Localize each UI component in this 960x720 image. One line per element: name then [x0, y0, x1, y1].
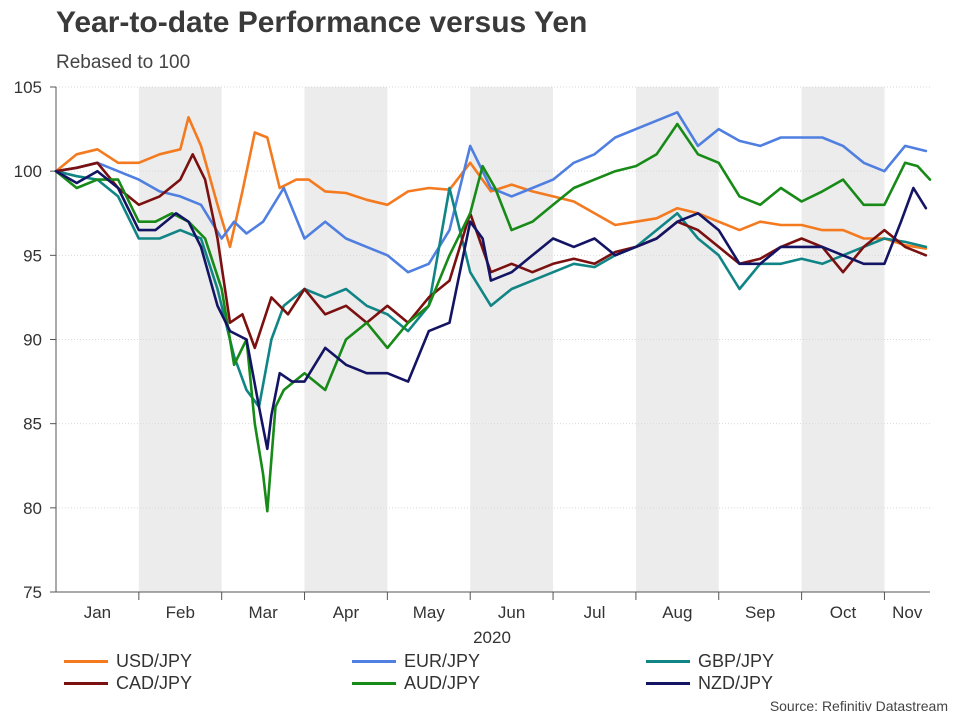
legend-label: NZD/JPY [698, 672, 774, 693]
series-lines [54, 111, 932, 513]
x-axis-label: 2020 [473, 628, 511, 647]
series-line-aud-jpy [54, 122, 932, 513]
legend-swatch [352, 681, 396, 685]
legend-item-cad-jpy: CAD/JPY [64, 672, 192, 694]
y-tick-label: 85 [23, 415, 42, 434]
legend-label: USD/JPY [116, 650, 193, 671]
x-tick-label: May [413, 603, 446, 622]
y-tick-label: 100 [14, 162, 42, 181]
y-tick-label: 75 [23, 583, 42, 602]
legend-item-nzd-jpy: NZD/JPY [646, 672, 773, 694]
legend-swatch [64, 659, 108, 663]
legend-swatch [646, 681, 690, 685]
x-tick-label: Jul [584, 603, 606, 622]
x-tick-label: Apr [333, 603, 360, 622]
legend-label: GBP/JPY [698, 650, 775, 671]
legend-item-eur-jpy: EUR/JPY [352, 650, 480, 672]
y-tick-label: 80 [23, 499, 42, 518]
x-tick-label: Jan [84, 603, 111, 622]
legend-label: EUR/JPY [404, 650, 481, 671]
legend-item-gbp-jpy: GBP/JPY [646, 650, 774, 672]
legend-swatch [646, 659, 690, 663]
source-note: Source: Refinitiv Datastream [769, 698, 948, 714]
x-tick-label: Sep [745, 603, 775, 622]
x-tick-label: Nov [892, 603, 923, 622]
legend-swatch [64, 681, 108, 685]
x-tick-label: Feb [166, 603, 195, 622]
x-tick-label: Mar [248, 603, 278, 622]
x-tick-label: Jun [498, 603, 525, 622]
x-tick-label: Aug [662, 603, 692, 622]
legend-label: CAD/JPY [116, 672, 193, 693]
series-line-gbp-jpy [54, 169, 928, 409]
y-tick-label: 90 [23, 331, 42, 350]
series-line-eur-jpy [54, 111, 928, 274]
legend-item-usd-jpy: USD/JPY [64, 650, 192, 672]
legend-swatch [352, 659, 396, 663]
y-axis-tick-labels: 75 80 85 90 95 100 105 [14, 78, 42, 602]
series-line-nzd-jpy [54, 169, 928, 451]
x-tick-label: Oct [830, 603, 857, 622]
series-line-cad-jpy [54, 153, 928, 350]
legend-item-aud-jpy: AUD/JPY [352, 672, 480, 694]
x-axis-tick-labels: Jan Feb Mar Apr May Jun Jul Aug Sep Oct Nov [84, 603, 923, 622]
chart-subtitle: Rebased to 100 [56, 52, 191, 73]
chart-title: Year-to-date Performance versus Yen [56, 6, 588, 39]
y-tick-label: 95 [23, 246, 42, 265]
legend-label: AUD/JPY [404, 672, 481, 693]
y-tick-label: 105 [14, 78, 42, 97]
